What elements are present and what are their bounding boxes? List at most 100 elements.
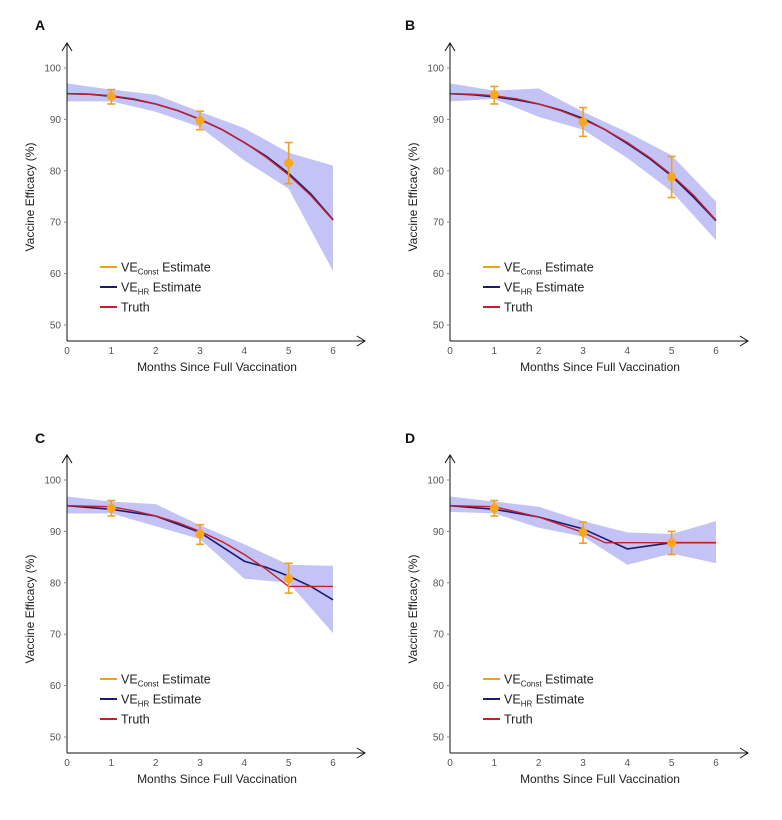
y-tick-label: 70 <box>433 218 445 229</box>
legend-prefix: Truth <box>121 301 150 315</box>
panel-label: C <box>35 430 45 446</box>
legend-label: VEConst Estimate <box>504 261 594 277</box>
x-axis-arrow-icon <box>739 747 749 759</box>
point-marker <box>489 503 499 513</box>
legend-label: VEHR Estimate <box>504 281 584 297</box>
y-tick-label: 80 <box>433 166 445 177</box>
y-tick-label: 90 <box>50 115 62 126</box>
panel-label: D <box>405 430 415 446</box>
y-tick-label: 70 <box>433 630 445 641</box>
x-axis-title: Months Since Full Vaccination <box>520 772 680 786</box>
legend-item-hr: VEHR Estimate <box>100 693 201 709</box>
confidence-band <box>67 496 333 634</box>
y-axis-title: Vaccine Efficacy (%) <box>23 143 37 252</box>
x-tick-label: 2 <box>536 346 542 357</box>
legend-item-truth: Truth <box>483 713 533 727</box>
legend-label: Truth <box>504 301 533 315</box>
legend-suffix: Estimate <box>542 673 594 687</box>
y-tick-label: 90 <box>433 527 445 538</box>
y-tick-label: 80 <box>433 578 445 589</box>
point-marker <box>578 117 588 127</box>
legend-subscript: HR <box>138 700 150 709</box>
y-axis-arrow-icon <box>444 42 456 52</box>
legend-label: VEHR Estimate <box>121 693 201 709</box>
const-estimate-point <box>667 530 677 556</box>
x-tick-label: 5 <box>286 346 292 357</box>
x-tick-label: 6 <box>330 346 336 357</box>
x-tick-label: 2 <box>153 346 159 357</box>
legend-label: VEConst Estimate <box>121 261 211 277</box>
y-axis-arrow-icon <box>444 454 456 464</box>
y-tick-label: 50 <box>50 321 62 332</box>
x-axis-title: Months Since Full Vaccination <box>520 360 680 374</box>
legend-label: VEConst Estimate <box>504 673 594 689</box>
y-tick-label: 90 <box>433 115 445 126</box>
const-estimate-point <box>489 85 499 105</box>
x-tick-label: 6 <box>713 758 719 769</box>
legend-subscript: HR <box>521 700 533 709</box>
legend-suffix: Estimate <box>532 693 584 707</box>
legend-prefix: VE <box>121 261 138 275</box>
const-estimate-point <box>195 523 205 546</box>
x-tick-label: 3 <box>197 346 203 357</box>
y-tick-label: 70 <box>50 218 62 229</box>
point-marker <box>284 158 294 168</box>
legend-item-const: VEConst Estimate <box>483 261 594 277</box>
point-marker <box>667 172 677 182</box>
point-marker <box>284 574 294 584</box>
legend-prefix: VE <box>504 693 521 707</box>
y-tick-label: 50 <box>433 321 445 332</box>
panel-a: A 50 60 70 80 90 100 0 1 2 3 4 5 6 Months Since Full V… <box>23 17 366 374</box>
legend-prefix: Truth <box>504 301 533 315</box>
point-marker <box>578 527 588 537</box>
const-estimate-point <box>284 562 294 594</box>
y-tick-label: 60 <box>50 681 62 692</box>
y-tick-label: 90 <box>50 527 62 538</box>
y-axis-title: Vaccine Efficacy (%) <box>406 143 420 252</box>
legend-label: Truth <box>504 713 533 727</box>
panel-label: B <box>405 17 415 33</box>
x-axis-title: Months Since Full Vaccination <box>137 360 297 374</box>
point-marker <box>106 91 116 101</box>
legend-prefix: VE <box>121 673 138 687</box>
x-tick-label: 3 <box>580 758 586 769</box>
legend-item-truth: Truth <box>100 301 150 315</box>
y-axis-title: Vaccine Efficacy (%) <box>406 555 420 664</box>
const-estimate-point <box>106 499 116 517</box>
point-marker <box>195 115 205 125</box>
y-tick-label: 50 <box>433 733 445 744</box>
y-axis-title: Vaccine Efficacy (%) <box>23 555 37 664</box>
legend-suffix: Estimate <box>159 261 211 275</box>
truth-line <box>449 505 716 544</box>
x-tick-label: 3 <box>580 346 586 357</box>
point-marker <box>667 538 677 548</box>
point-marker <box>106 503 116 513</box>
const-estimate-point <box>195 110 205 131</box>
legend-item-const: VEConst Estimate <box>100 673 211 689</box>
x-tick-label: 3 <box>197 758 203 769</box>
x-axis-arrow-icon <box>356 335 366 347</box>
x-tick-label: 5 <box>669 346 675 357</box>
x-tick-label: 5 <box>669 758 675 769</box>
legend-item-truth: Truth <box>483 301 533 315</box>
x-tick-label: 4 <box>242 346 248 357</box>
y-tick-label: 60 <box>50 269 62 280</box>
panel-c: C 50 60 70 80 90 100 0 1 2 3 4 5 6 Months Since Full V… <box>23 430 366 786</box>
legend-suffix: Estimate <box>149 693 201 707</box>
legend-label: VEHR Estimate <box>121 281 201 297</box>
legend-suffix: Estimate <box>532 281 584 295</box>
const-estimate-point <box>578 521 588 545</box>
panel-b: B 50 60 70 80 90 100 0 1 2 3 4 5 6 Months Since Full V… <box>405 17 749 374</box>
y-tick-label: 60 <box>433 681 445 692</box>
legend-prefix: Truth <box>504 713 533 727</box>
y-tick-label: 50 <box>50 733 62 744</box>
point-marker <box>489 90 499 100</box>
x-tick-label: 1 <box>492 346 498 357</box>
legend-item-const: VEConst Estimate <box>483 673 594 689</box>
legend-suffix: Estimate <box>542 261 594 275</box>
const-estimate-point <box>667 155 677 199</box>
x-axis-arrow-icon <box>356 747 366 759</box>
y-tick-label: 100 <box>427 476 444 487</box>
y-tick-label: 60 <box>433 269 445 280</box>
